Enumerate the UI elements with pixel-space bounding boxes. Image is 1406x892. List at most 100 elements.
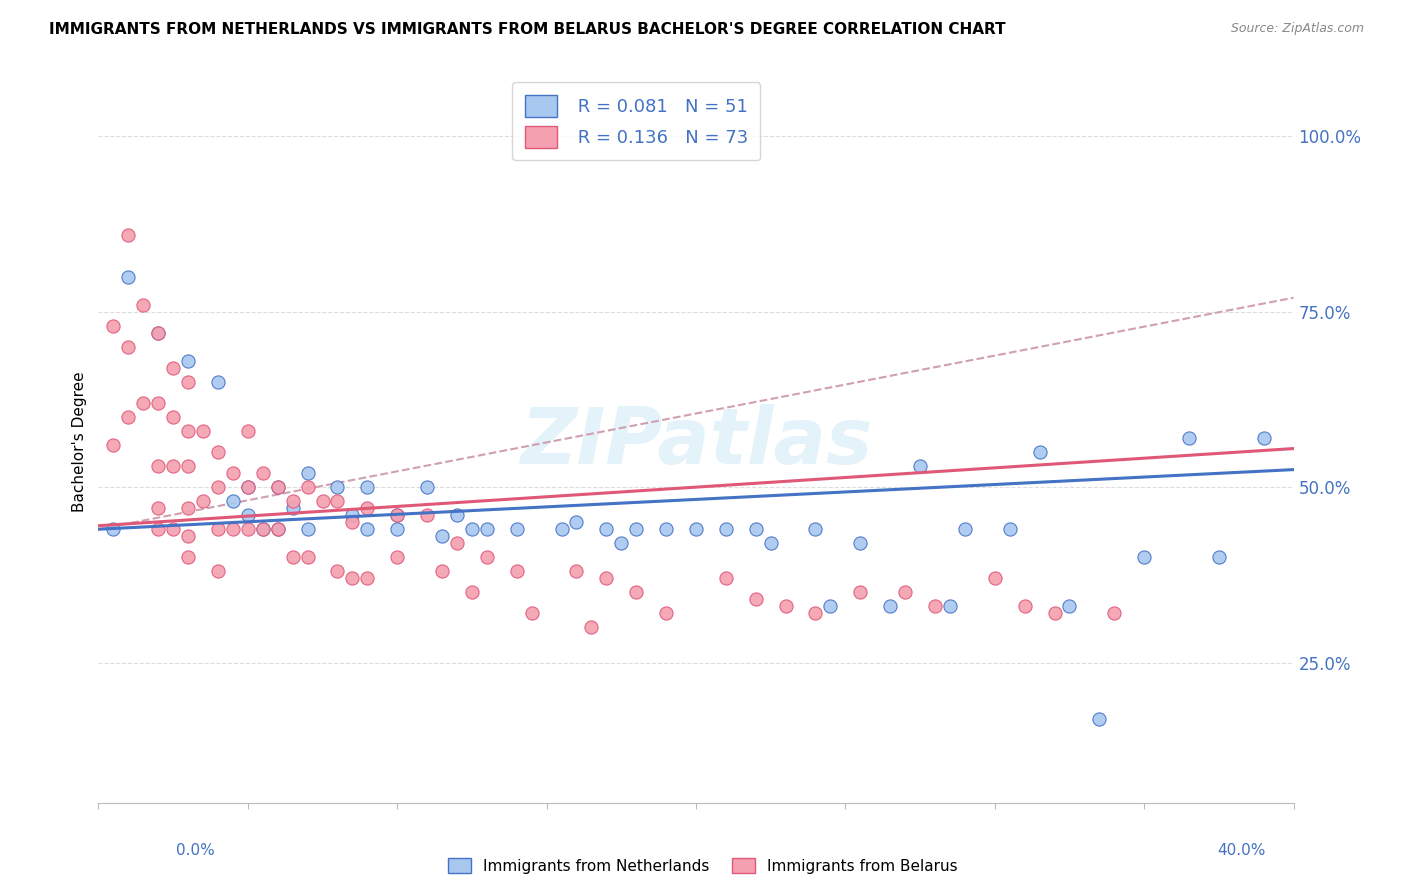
Point (446, 508, 468, 523)
Point (117, 269, 139, 284)
Point (581, 620, 603, 634)
Point (1208, 550, 1230, 565)
Point (177, 501, 200, 516)
Point (177, 550, 200, 565)
Point (595, 522, 617, 536)
Point (236, 508, 259, 523)
Point (908, 459, 931, 474)
Point (281, 501, 304, 516)
Point (356, 571, 378, 585)
Point (148, 326, 170, 340)
Point (191, 494, 214, 508)
Point (655, 607, 678, 621)
Point (148, 459, 170, 474)
Point (117, 227, 139, 242)
Point (297, 466, 319, 480)
Point (252, 466, 274, 480)
Point (342, 508, 364, 523)
Point (520, 607, 543, 621)
Point (475, 550, 498, 565)
Point (849, 536, 872, 550)
Point (281, 550, 304, 565)
Point (356, 501, 378, 516)
Point (148, 522, 170, 536)
Point (207, 375, 229, 389)
Point (506, 564, 529, 578)
Point (446, 536, 468, 550)
Point (297, 480, 319, 494)
Point (1104, 607, 1126, 621)
Point (745, 522, 768, 536)
Point (356, 522, 378, 536)
Point (177, 375, 200, 389)
Point (1178, 431, 1201, 445)
Point (297, 522, 319, 536)
Point (207, 522, 229, 536)
Point (626, 522, 648, 536)
Point (475, 522, 498, 536)
Point (894, 585, 917, 599)
Point (610, 536, 633, 550)
Point (236, 480, 259, 494)
Point (162, 409, 184, 424)
Point (148, 396, 170, 410)
Legend:  R = 0.081   N = 51,  R = 0.136   N = 73: R = 0.081 N = 51, R = 0.136 N = 73 (512, 82, 761, 161)
Point (416, 508, 439, 523)
Point (236, 480, 259, 494)
Point (148, 501, 170, 516)
Point (326, 480, 349, 494)
Y-axis label: Bachelor's Degree: Bachelor's Degree (72, 371, 87, 512)
Point (565, 515, 588, 529)
Point (281, 494, 304, 508)
Point (267, 480, 290, 494)
Point (222, 522, 245, 536)
Point (804, 522, 827, 536)
Point (252, 522, 274, 536)
Point (342, 571, 364, 585)
Point (565, 564, 588, 578)
Point (1043, 607, 1066, 621)
Point (267, 480, 290, 494)
Point (267, 522, 290, 536)
Point (162, 360, 184, 375)
Point (939, 599, 962, 614)
Point (177, 529, 200, 543)
Point (103, 522, 125, 536)
Point (162, 522, 184, 536)
Point (385, 508, 409, 523)
Point (804, 607, 827, 621)
Point (297, 550, 319, 565)
Text: Source: ZipAtlas.com: Source: ZipAtlas.com (1230, 22, 1364, 36)
Point (430, 564, 453, 578)
Point (550, 522, 572, 536)
Point (326, 564, 349, 578)
Text: IMMIGRANTS FROM NETHERLANDS VS IMMIGRANTS FROM BELARUS BACHELOR'S DEGREE CORRELA: IMMIGRANTS FROM NETHERLANDS VS IMMIGRANT… (49, 22, 1005, 37)
Point (998, 522, 1021, 536)
Point (385, 522, 409, 536)
Point (775, 599, 797, 614)
Point (311, 494, 333, 508)
Point (191, 424, 214, 438)
Point (385, 550, 409, 565)
Point (177, 424, 200, 438)
Text: ZIPatlas: ZIPatlas (520, 403, 872, 480)
Point (1133, 550, 1156, 565)
Point (506, 522, 529, 536)
Point (236, 424, 259, 438)
Point (430, 529, 453, 543)
Point (416, 480, 439, 494)
Point (655, 522, 678, 536)
Point (759, 536, 782, 550)
Point (222, 466, 245, 480)
Point (117, 340, 139, 354)
Point (953, 522, 976, 536)
Point (177, 354, 200, 368)
Point (385, 508, 409, 523)
Point (626, 585, 648, 599)
Point (132, 298, 155, 312)
Point (1014, 599, 1036, 614)
Point (177, 459, 200, 474)
Point (984, 571, 1007, 585)
Point (148, 326, 170, 340)
Text: 0.0%: 0.0% (176, 843, 215, 858)
